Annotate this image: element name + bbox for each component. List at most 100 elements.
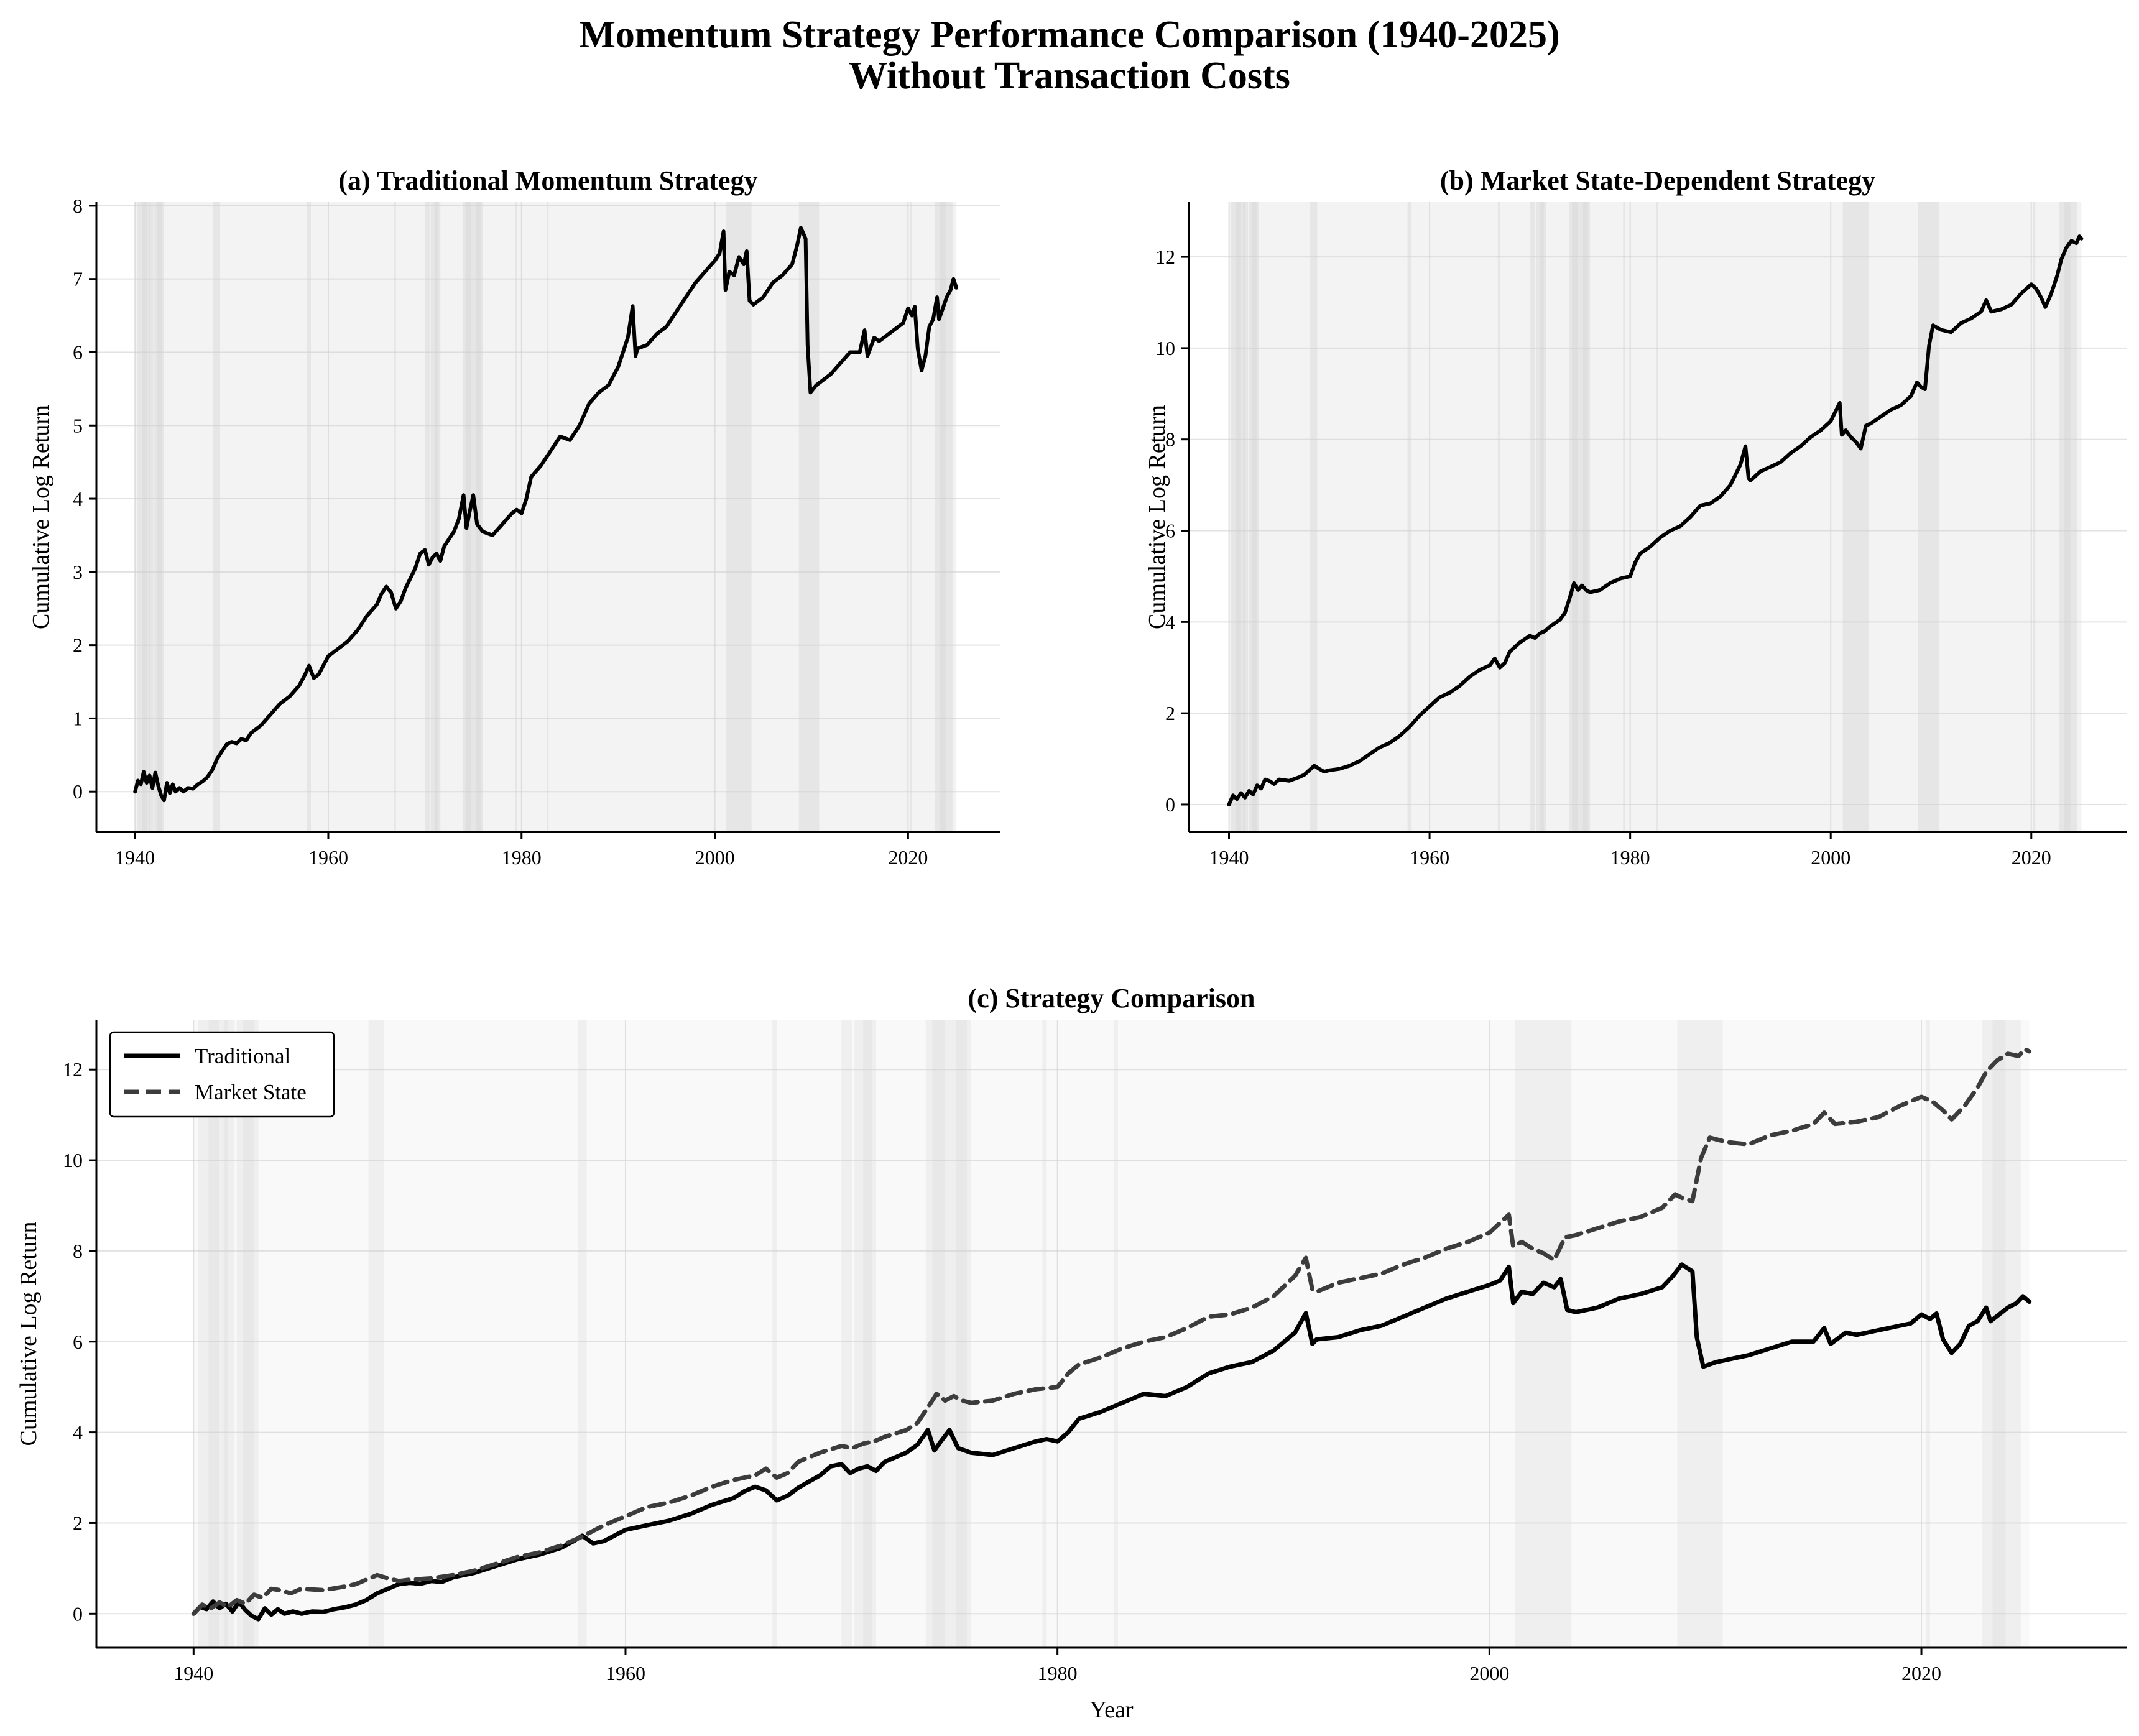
shaded-period [1842,202,1869,832]
shaded-period [578,1020,587,1648]
x-tick-label: 1980 [502,846,542,869]
shaded-period [1918,202,1939,832]
shaded-period [841,1020,852,1648]
y-tick-label: 10 [63,1149,83,1171]
y-axis-label: Cumulative Log Return [1144,405,1170,629]
shaded-period [1536,202,1544,832]
shaded-period [863,1020,876,1648]
shaded-period [208,1020,219,1648]
y-tick-label: 4 [73,487,83,510]
shaded-period [925,1020,971,1648]
shaded-period [1623,202,1625,832]
shaded-period [368,1020,384,1648]
y-axis-label: Cumulative Log Return [28,405,54,629]
panel-c: 0 2 4 6 8 10 12 1940 1960 1980 2000 2020 (c) Strateg… [16,983,2127,1723]
shaded-period [223,1020,235,1648]
shaded-period [1243,202,1249,832]
y-tick-label: 5 [73,414,83,436]
shaded-period [2033,202,2036,832]
x-tick-label: 1980 [1610,846,1650,869]
shaded-period [1231,202,1245,832]
shaded-period [514,202,517,832]
shaded-period [798,202,820,832]
shaded-period [394,202,396,832]
background-band [1229,202,2082,832]
y-tick-label: 2 [1165,702,1175,724]
x-tick-label: 2000 [1811,846,1850,869]
shaded-period [1407,202,1412,832]
panel-title: (b) Market State-Dependent Strategy [1440,165,1875,196]
y-tick-label: 0 [73,780,83,803]
series-line-traditional [191,1262,2032,1622]
series-line-market-state [191,1046,2032,1616]
legend-box [109,1031,335,1118]
shaded-period [932,1020,946,1648]
shaded-period [430,202,439,832]
y-tick-label: 8 [73,195,83,217]
shaded-period [1656,202,1658,832]
y-tick-label: 1 [73,707,83,729]
shaded-period [910,202,912,832]
legend-label: Market State [195,1080,307,1104]
x-tick-label: 2000 [1469,1662,1509,1684]
figure-title-line-1: Momentum Strategy Performance Comparison… [579,14,1559,56]
x-tick-label: 1940 [173,1662,213,1684]
shaded-period [1569,202,1591,832]
shaded-period [1042,1020,1047,1648]
shaded-period [434,202,441,832]
y-tick-label: 10 [1155,337,1175,359]
x-tick-label: 2020 [888,846,928,869]
series-line-market-state [1227,234,2084,806]
shaded-period [1677,1020,1723,1648]
x-tick-label: 1960 [308,846,348,869]
panel-b: 0 2 4 6 8 10 12 1940 1960 1980 2000 2020 (b) Market … [1144,165,2127,869]
background-band [193,1020,2030,1648]
y-tick-label: 3 [73,561,83,583]
panel-a: 0 1 2 3 4 5 6 7 8 1940 1960 1980 2000 2020 (a) Traditi… [28,165,1000,869]
shaded-period [137,202,151,832]
legend: Traditional Market State [109,1031,335,1118]
panel-title: (a) Traditional Momentum Strategy [338,165,757,196]
x-tick-label: 1980 [1038,1662,1078,1684]
y-tick-label: 8 [73,1240,83,1262]
x-tick-label: 2020 [1901,1662,1941,1684]
x-tick-label: 2000 [695,846,735,869]
shaded-period [1249,202,1259,832]
y-tick-label: 6 [1165,520,1175,542]
y-tick-label: 2 [73,634,83,657]
shaded-period [213,202,220,832]
x-tick-label: 1940 [1209,846,1249,869]
shaded-period [243,1020,254,1648]
shaded-period [157,202,162,832]
shaded-period [854,1020,872,1648]
y-tick-label: 8 [1165,428,1175,451]
x-tick-label: 1960 [606,1662,645,1684]
shaded-period [142,202,147,832]
y-tick-label: 0 [1165,793,1175,816]
shaded-period [1530,202,1535,832]
shaded-period [547,202,549,832]
background-band [135,202,957,832]
shaded-period [307,202,311,832]
shaded-period [148,202,154,832]
shaded-period [476,202,481,832]
y-tick-label: 12 [1155,246,1175,268]
shaded-period [1310,202,1318,832]
y-tick-label: 12 [63,1058,83,1081]
shaded-period [1572,202,1578,832]
shaded-period [1582,202,1588,832]
shaded-period [425,202,430,832]
shaded-period [1982,1020,2021,1648]
shaded-period [1252,202,1257,832]
shaded-period [726,202,752,832]
shaded-period [956,1020,967,1648]
shaded-period [2059,202,2077,832]
x-tick-label: 1940 [115,846,155,869]
shaded-period [1925,1020,1930,1648]
shaded-period [1497,202,1500,832]
series-line-traditional [133,226,959,803]
x-tick-label: 1960 [1410,846,1449,869]
y-tick-label: 6 [73,1331,83,1353]
shaded-period [1515,1020,1572,1648]
